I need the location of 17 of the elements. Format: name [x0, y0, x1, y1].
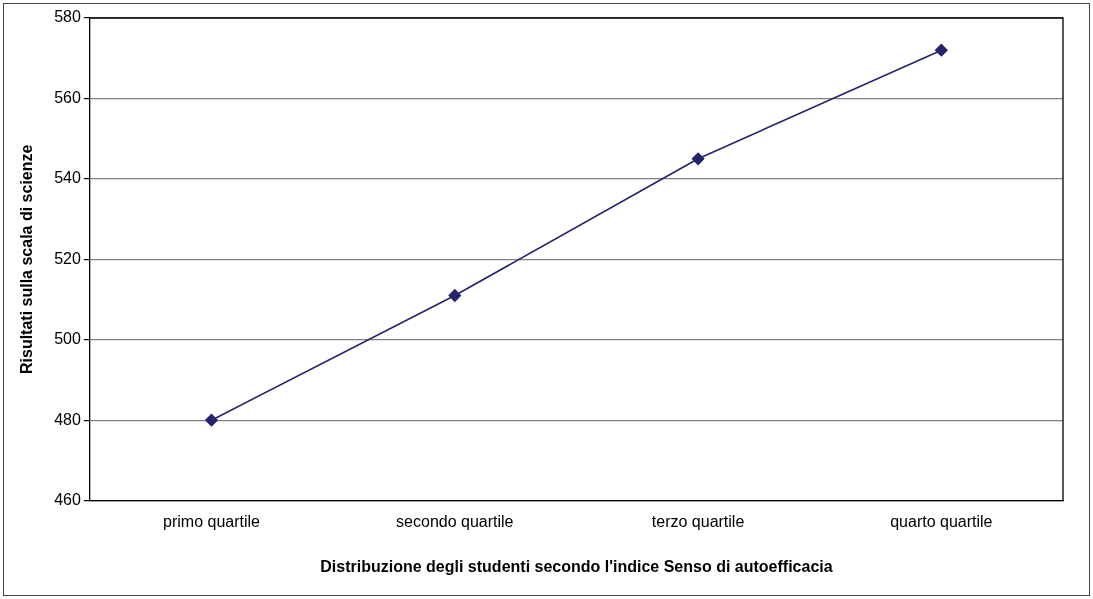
point [205, 413, 218, 427]
y-tick-label: 460 [54, 491, 81, 509]
x-tick-label: quarto quartile [890, 512, 993, 530]
x-tick-label: secondo quartile [396, 512, 514, 530]
y-tick-label: 480 [54, 410, 81, 428]
y-tick-label: 580 [54, 8, 81, 26]
point [935, 43, 948, 57]
y-axis-title: Risultati sulla scala di scienze [18, 144, 36, 375]
y-tick-label: 500 [54, 330, 81, 348]
point [448, 289, 462, 302]
y-tick-label: 540 [54, 169, 81, 187]
y-tick-label: 560 [54, 88, 81, 106]
y-tick-label: 520 [54, 249, 81, 267]
point [691, 152, 705, 166]
x-axis-title: Distribuzione degli studenti secondo l'indice Senso di autoefficacia [320, 557, 833, 575]
x-tick-label: terzo quartile [651, 512, 745, 530]
x-tick-label: primo quartile [163, 512, 261, 530]
